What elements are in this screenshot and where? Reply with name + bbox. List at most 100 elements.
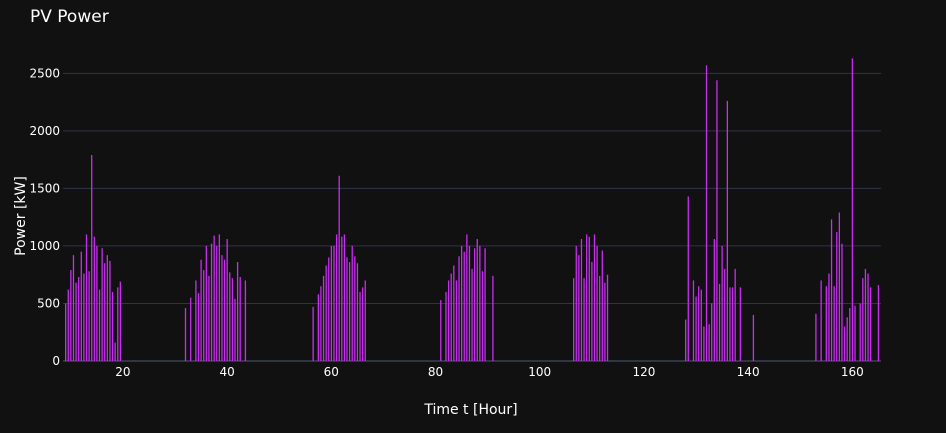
power-bar	[731, 287, 734, 361]
power-bar	[330, 245, 333, 361]
power-bar	[317, 294, 319, 361]
power-bar	[184, 308, 187, 361]
power-bar	[78, 276, 80, 361]
power-bar	[70, 270, 72, 361]
power-bar	[572, 278, 575, 361]
power-bar	[328, 257, 330, 361]
power-bar	[67, 289, 69, 361]
power-bar	[474, 248, 476, 361]
y-tick-label: 500	[37, 296, 60, 310]
power-bar	[825, 286, 827, 361]
power-bar	[83, 273, 85, 361]
power-bar	[851, 58, 854, 361]
power-bar	[218, 234, 221, 361]
x-tick-label: 40	[219, 365, 234, 379]
x-tick-label: 60	[324, 365, 339, 379]
power-bar	[476, 239, 478, 361]
power-bar	[312, 306, 314, 361]
power-bar	[348, 262, 351, 361]
power-bar	[838, 212, 841, 361]
power-bar	[85, 234, 88, 361]
power-bar	[843, 326, 846, 361]
y-tick-label: 2500	[29, 66, 60, 80]
power-bar	[341, 236, 343, 361]
power-bar	[453, 265, 455, 361]
power-bar	[236, 262, 239, 361]
power-bar	[752, 314, 755, 361]
power-bar	[65, 303, 67, 361]
power-bar	[101, 248, 103, 361]
power-bar	[726, 100, 728, 361]
power-bar	[716, 80, 718, 362]
power-bar	[867, 273, 869, 361]
power-bar	[356, 263, 359, 361]
power-bar	[320, 286, 322, 361]
power-bar	[109, 260, 111, 361]
power-bar	[208, 275, 210, 361]
power-bar	[593, 234, 596, 361]
power-bar	[815, 313, 817, 361]
power-bar	[820, 280, 822, 361]
power-bar	[836, 232, 838, 361]
power-bar	[229, 272, 231, 361]
power-bar	[447, 280, 450, 361]
power-bar	[203, 270, 205, 361]
power-bar	[98, 289, 101, 361]
power-bar	[705, 65, 708, 361]
power-bar	[197, 293, 200, 361]
chart-title: PV Power	[30, 7, 109, 27]
power-bar	[695, 296, 697, 361]
power-bar	[205, 245, 207, 361]
power-bar	[325, 265, 327, 361]
power-bar	[200, 259, 202, 361]
power-bar	[351, 245, 353, 361]
power-bar	[718, 283, 721, 361]
x-tick-label: 140	[737, 365, 760, 379]
x-tick-label: 80	[428, 365, 443, 379]
y-axis-ticks: 0 500 1000 1500 2000 2500	[29, 66, 60, 368]
power-bar	[226, 239, 228, 361]
power-bar	[343, 234, 346, 361]
power-bar	[96, 245, 98, 361]
power-bar	[455, 280, 458, 361]
grid-lines	[63, 72, 881, 362]
power-bar	[596, 245, 598, 361]
power-bar	[703, 326, 705, 361]
power-bar	[713, 239, 715, 361]
power-bar	[862, 278, 864, 361]
power-bar	[216, 245, 218, 361]
power-bar	[458, 256, 460, 361]
power-bar	[833, 286, 835, 361]
power-bar	[685, 319, 687, 361]
x-axis-title: Time t [Hour]	[423, 402, 517, 418]
power-bar	[830, 219, 833, 361]
power-bar	[333, 245, 335, 361]
bar-series	[65, 58, 880, 362]
power-bar	[354, 256, 356, 361]
power-bar	[471, 268, 473, 361]
power-bar	[346, 257, 348, 361]
power-bar	[190, 297, 192, 361]
power-bar	[721, 245, 723, 361]
y-axis-title: Power [kW]	[13, 176, 29, 256]
power-bar	[338, 175, 340, 361]
power-bar	[460, 245, 463, 361]
power-bar	[210, 243, 213, 361]
power-bar	[364, 280, 366, 361]
power-bar	[80, 251, 82, 361]
power-bar	[846, 317, 848, 361]
x-tick-label: 20	[115, 365, 130, 379]
power-bar	[869, 287, 872, 361]
power-bar	[466, 234, 468, 361]
y-tick-label: 2000	[29, 124, 60, 138]
power-bar	[575, 245, 577, 361]
power-bar	[711, 303, 713, 361]
power-bar	[729, 287, 731, 361]
power-bar	[841, 243, 843, 361]
power-bar	[468, 245, 471, 361]
power-bar	[604, 282, 606, 361]
power-bar	[739, 287, 742, 361]
power-bar	[111, 291, 114, 361]
power-bar	[440, 300, 442, 361]
